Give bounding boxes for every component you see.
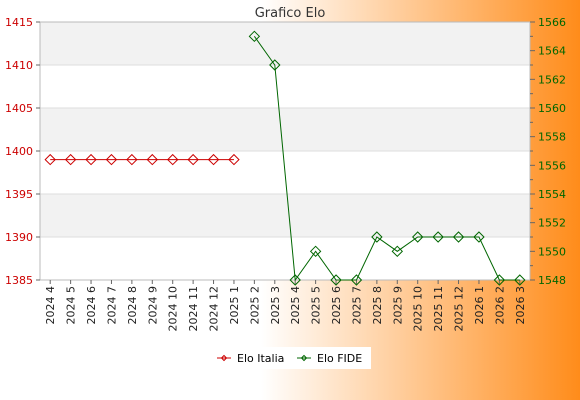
- grid-band: [40, 108, 530, 151]
- data-point: [391, 245, 403, 258]
- y-left-tick-label: 1405: [5, 102, 33, 115]
- x-tick-label: 2026 3: [514, 286, 527, 325]
- x-tick-label: 2024 8: [126, 286, 139, 325]
- data-point: [85, 153, 97, 166]
- y-right-tick-label: 1548: [538, 274, 566, 287]
- y-left-tick-label: 1400: [5, 145, 33, 158]
- y-left-tick-label: 1385: [5, 274, 33, 287]
- grid-band: [40, 22, 530, 65]
- data-point: [350, 274, 363, 286]
- data-point: [432, 231, 444, 243]
- x-tick-label: 2025 8: [371, 286, 384, 325]
- x-tick-label: 2024 11: [187, 286, 200, 332]
- x-tick-label: 2024 6: [85, 286, 98, 325]
- legend: Elo Italia Elo FIDE: [211, 347, 371, 369]
- y-right-tick-label: 1560: [538, 102, 566, 115]
- x-tick-label: 2025 6: [330, 286, 343, 325]
- data-point: [473, 231, 485, 243]
- x-tick-label: 2024 10: [167, 286, 180, 332]
- data-point: [126, 153, 138, 166]
- x-tick-label: 2025 5: [310, 286, 323, 325]
- x-tick-label: 2025 10: [412, 286, 425, 332]
- y-right-tick-label: 1564: [538, 45, 566, 58]
- data-point: [44, 153, 56, 166]
- x-tick-label: 2026 1: [473, 286, 486, 325]
- data-point: [289, 274, 301, 286]
- data-point: [187, 153, 199, 166]
- legend-box: [211, 347, 371, 369]
- x-tick-label: 2024 9: [146, 286, 159, 325]
- x-tick-label: 2025 3: [269, 286, 282, 325]
- data-point: [371, 231, 383, 243]
- x-tick-label: 2026 2: [493, 286, 506, 325]
- data-point: [330, 274, 342, 286]
- x-tick-label: 2025 7: [350, 286, 363, 325]
- y-left-tick-label: 1415: [5, 16, 33, 29]
- data-point: [64, 153, 77, 166]
- y-left-tick-label: 1410: [5, 59, 33, 72]
- data-point: [146, 153, 158, 166]
- y-right-tick-label: 1556: [538, 159, 566, 172]
- data-point: [514, 274, 526, 286]
- legend-label: Elo FIDE: [317, 352, 362, 365]
- data-point: [493, 274, 506, 286]
- x-tick-label: 2025 9: [391, 286, 404, 325]
- data-point: [248, 30, 261, 43]
- chart-title: Grafico Elo: [255, 6, 326, 21]
- y-right-tick-label: 1558: [538, 131, 566, 144]
- data-point: [167, 153, 179, 166]
- y-right-tick-label: 1552: [538, 217, 566, 230]
- data-point: [105, 153, 118, 166]
- y-right-tick-label: 1566: [538, 16, 566, 29]
- data-point: [207, 153, 220, 166]
- x-tick-label: 2025 1: [228, 286, 241, 325]
- series-line-2: [253, 36, 520, 282]
- y-right-tick-label: 1550: [538, 245, 566, 258]
- data-point: [228, 153, 240, 166]
- y-left-tick-label: 1395: [5, 188, 33, 201]
- x-tick-label: 2024 5: [65, 286, 78, 325]
- x-tick-label: 2025 12: [453, 286, 466, 332]
- legend-label: Elo Italia: [237, 352, 284, 365]
- data-point: [269, 59, 281, 71]
- x-tick-label: 2025 11: [432, 286, 445, 332]
- data-point: [412, 231, 424, 243]
- data-point: [309, 245, 322, 258]
- y-right-tick-label: 1562: [538, 73, 566, 86]
- x-tick-label: 2025 2: [248, 286, 261, 325]
- x-tick-label: 2024 4: [44, 286, 57, 325]
- x-tick-label: 2024 12: [208, 286, 221, 332]
- grid-band: [40, 194, 530, 237]
- x-tick-label: 2024 7: [105, 286, 118, 325]
- y-right-tick-label: 1554: [538, 188, 566, 201]
- legend-swatch-marker: [300, 354, 308, 362]
- data-point: [452, 231, 465, 243]
- y-left-tick-label: 1390: [5, 231, 33, 244]
- legend-swatch-marker: [220, 354, 228, 362]
- x-tick-label: 2025 4: [289, 286, 302, 325]
